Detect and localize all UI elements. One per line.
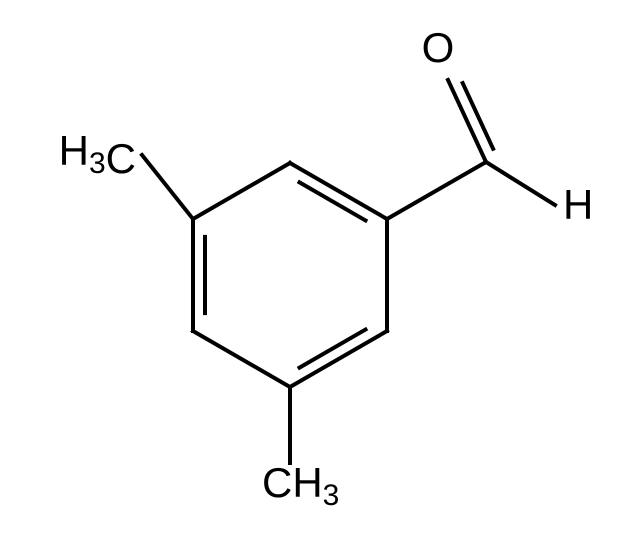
molecule-canvas: H3C CH3 O H: [0, 0, 640, 542]
aldehyde-h-label: H: [563, 181, 593, 228]
oxygen-label: O: [422, 24, 455, 71]
methyl-top-left-label: H3C: [59, 127, 136, 182]
methyl-bottom-label: CH3: [262, 459, 339, 512]
